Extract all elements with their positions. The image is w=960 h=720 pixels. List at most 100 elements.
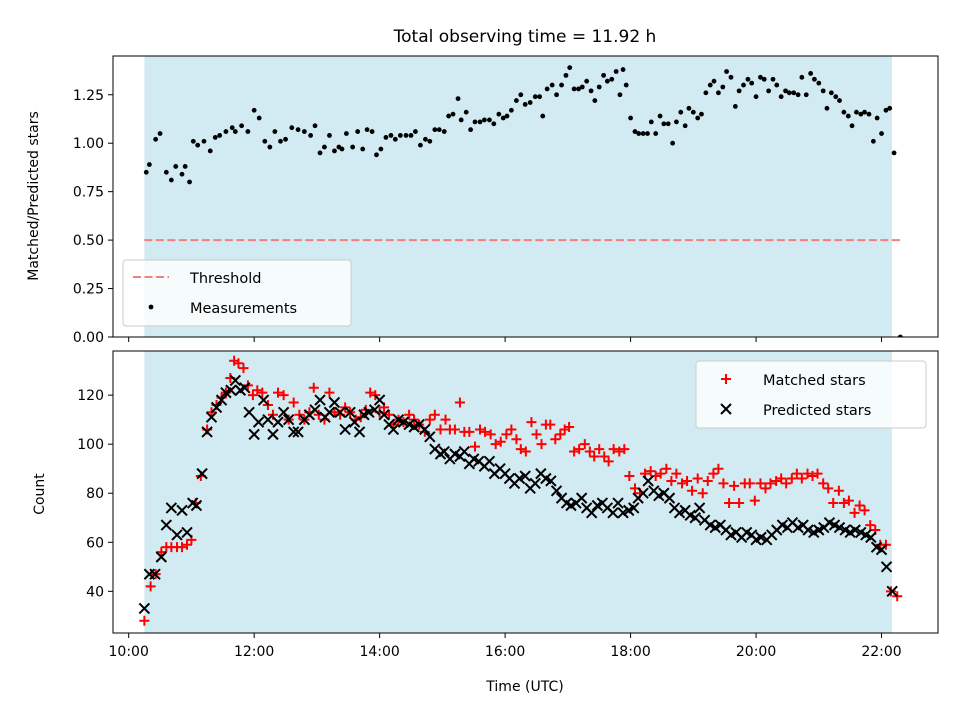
matched-stars-point bbox=[828, 498, 839, 509]
measurement-point bbox=[392, 136, 398, 142]
legend: Matched stars Predicted stars bbox=[695, 360, 927, 429]
measurement-point bbox=[554, 92, 559, 98]
predicted-stars-point bbox=[282, 413, 295, 426]
measurement-point bbox=[343, 131, 349, 136]
matched-stars-point bbox=[702, 475, 713, 486]
matched-stars-point bbox=[584, 446, 595, 457]
matched-stars-point bbox=[603, 456, 614, 467]
measurement-point bbox=[496, 111, 502, 117]
matched-stars-point bbox=[579, 439, 590, 450]
predicted-stars-point bbox=[833, 521, 846, 534]
axes-frame bbox=[112, 350, 939, 634]
measurement-point bbox=[463, 109, 469, 115]
predicted-stars-point bbox=[483, 455, 496, 468]
measurement-point bbox=[584, 78, 590, 84]
matched-stars-point bbox=[765, 478, 776, 489]
matched-stars-point bbox=[308, 382, 319, 393]
predicted-stars-point bbox=[438, 445, 450, 458]
predicted-stars-point bbox=[277, 406, 290, 419]
x-tick-label: 18:00 bbox=[610, 644, 650, 660]
legend-box bbox=[122, 259, 352, 327]
y-tick-label: 80 bbox=[86, 486, 104, 502]
matched-stars-point bbox=[760, 483, 771, 494]
matched-stars-point bbox=[666, 475, 677, 486]
measurement-point bbox=[841, 109, 847, 115]
matched-stars-point bbox=[713, 463, 724, 474]
matched-stars-point bbox=[749, 495, 760, 506]
measurement-point bbox=[289, 125, 295, 131]
matched-stars-point bbox=[807, 471, 818, 482]
measurement-point bbox=[617, 92, 623, 98]
predicted-stars-point bbox=[617, 507, 629, 519]
measurement-point bbox=[455, 96, 461, 102]
predicted-stars-point bbox=[368, 404, 381, 416]
matched-stars-point bbox=[511, 434, 522, 445]
measurement-point bbox=[544, 86, 550, 92]
measurement-point bbox=[707, 82, 713, 88]
measurement-point bbox=[879, 131, 884, 136]
measurement-point bbox=[195, 142, 201, 148]
matched-stars-point bbox=[812, 468, 823, 479]
measurement-point bbox=[412, 129, 418, 134]
predicted-stars-point bbox=[155, 551, 168, 563]
x-tick-label: 16:00 bbox=[485, 644, 525, 660]
predicted-stars-point bbox=[160, 519, 173, 531]
measurement-point bbox=[653, 131, 659, 136]
measurement-point bbox=[369, 129, 375, 134]
measurement-point bbox=[378, 146, 384, 152]
x-tick-label: 14:00 bbox=[359, 644, 399, 660]
measurement-point bbox=[272, 129, 278, 134]
measurement-point bbox=[645, 131, 650, 136]
measurement-point bbox=[518, 92, 524, 98]
measurement-point bbox=[527, 100, 533, 105]
matched-stars-point bbox=[515, 444, 526, 455]
measurement-point bbox=[532, 94, 538, 100]
predicted-stars-point bbox=[378, 409, 390, 421]
matched-stars-point bbox=[145, 581, 156, 592]
measurement-point bbox=[720, 84, 726, 90]
measurement-point bbox=[383, 134, 389, 140]
measurement-point bbox=[312, 123, 318, 129]
measurement-point bbox=[824, 105, 830, 111]
predicted-stars-point bbox=[397, 416, 410, 428]
matched-stars-point bbox=[724, 498, 735, 509]
measurement-point bbox=[339, 146, 345, 152]
measurement-point bbox=[458, 117, 464, 123]
measurement-point bbox=[563, 72, 569, 78]
predicted-stars-point bbox=[287, 426, 300, 438]
matched-stars-point bbox=[744, 478, 755, 489]
predicted-stars-point bbox=[196, 467, 208, 480]
measurement-point bbox=[374, 152, 379, 158]
measurement-point bbox=[397, 133, 403, 138]
matched-stars-point bbox=[238, 363, 249, 374]
predicted-stars-point bbox=[387, 423, 400, 436]
matched-stars-point bbox=[594, 444, 605, 455]
predicted-stars-point bbox=[257, 394, 270, 406]
legend-box bbox=[695, 360, 927, 429]
predicted-stars-point bbox=[642, 475, 654, 487]
measurement-point bbox=[849, 123, 855, 129]
predicted-stars-point bbox=[689, 512, 701, 524]
measurement-point bbox=[446, 113, 452, 119]
measurement-point bbox=[360, 146, 366, 152]
predicted-stars-point bbox=[205, 411, 218, 423]
predicted-stars-point bbox=[309, 404, 321, 416]
measurement-point bbox=[436, 127, 442, 133]
matched-stars-point bbox=[708, 468, 719, 479]
matched-stars-point bbox=[435, 424, 446, 435]
matched-stars-point bbox=[697, 488, 708, 499]
measurement-point bbox=[441, 129, 447, 134]
matched-stars-point bbox=[555, 429, 566, 440]
predicted-stars-point bbox=[419, 423, 431, 436]
predicted-stars-point bbox=[323, 406, 336, 419]
matched-stars-point bbox=[589, 451, 600, 462]
measurement-point bbox=[182, 164, 188, 169]
measurement-point bbox=[761, 76, 767, 82]
matched-stars-point bbox=[545, 419, 556, 430]
measurement-point bbox=[770, 76, 776, 82]
matched-stars-point bbox=[802, 468, 813, 479]
predicted-stars-point bbox=[344, 406, 356, 419]
measurement-point bbox=[803, 92, 809, 98]
measurement-point bbox=[897, 334, 903, 337]
measurement-point bbox=[207, 148, 213, 154]
